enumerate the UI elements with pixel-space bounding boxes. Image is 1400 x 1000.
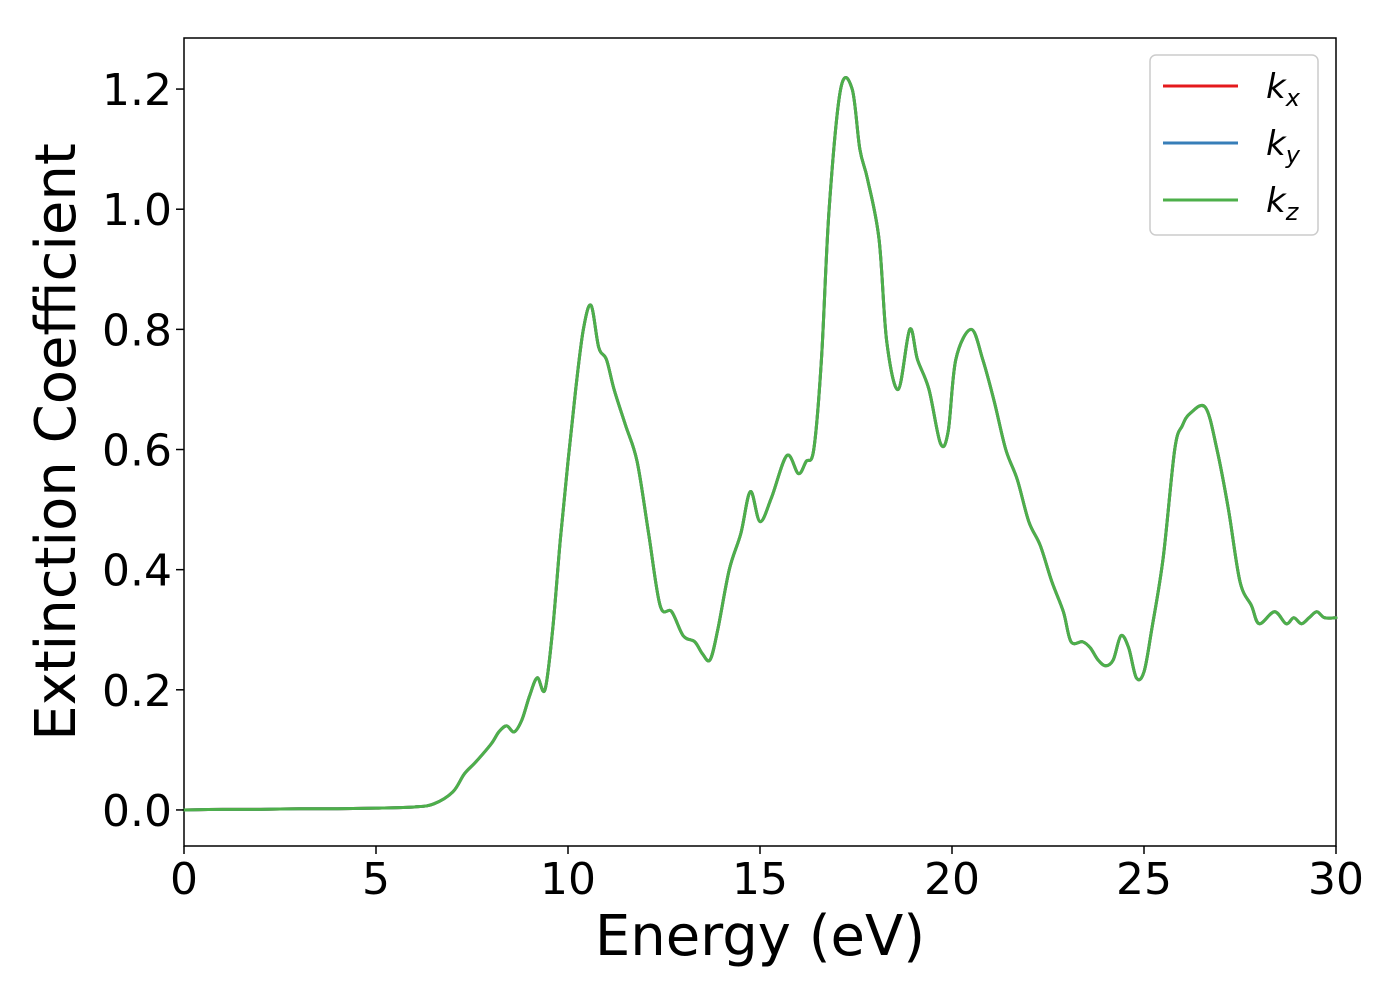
y-axis-title: Extinction Coefficient — [24, 143, 89, 741]
x-tick-label: 5 — [362, 854, 390, 905]
legend-label-subscript: y — [1285, 141, 1301, 169]
series-line-kz — [182, 76, 1338, 812]
legend-label-base: k — [1266, 67, 1287, 107]
y-tick-label: 0.4 — [102, 546, 172, 597]
y-tick-label: 0.0 — [102, 786, 172, 837]
x-tick-label: 30 — [1308, 854, 1364, 905]
legend-frame — [1149, 54, 1319, 236]
legend-label: kz — [1266, 181, 1300, 226]
legend-label-subscript: x — [1285, 84, 1301, 112]
y-tick-label: 0.6 — [102, 426, 172, 477]
x-tick-label: 15 — [732, 854, 788, 905]
y-tick-label: 0.8 — [102, 305, 172, 356]
series-layer — [182, 76, 1338, 812]
legend-label-subscript: z — [1285, 198, 1300, 226]
legend-label-base: k — [1266, 124, 1287, 164]
x-axis: 0 5 10 15 20 25 30 — [170, 846, 1364, 905]
y-axis: 0.0 0.2 0.4 0.6 0.8 1.0 1.2 — [102, 65, 184, 837]
x-tick-label: 0 — [170, 854, 198, 905]
x-axis-title: Energy (eV) — [595, 904, 925, 969]
x-tick-label: 10 — [540, 854, 596, 905]
x-tick-label: 25 — [1116, 854, 1172, 905]
x-tick-label: 20 — [924, 854, 980, 905]
y-tick-label: 0.2 — [102, 666, 172, 717]
y-tick-label: 1.2 — [102, 65, 172, 116]
legend-label: kx — [1266, 67, 1301, 112]
legend-label: ky — [1266, 124, 1301, 169]
legend-label-base: k — [1266, 181, 1287, 221]
y-tick-label: 1.0 — [102, 185, 172, 236]
